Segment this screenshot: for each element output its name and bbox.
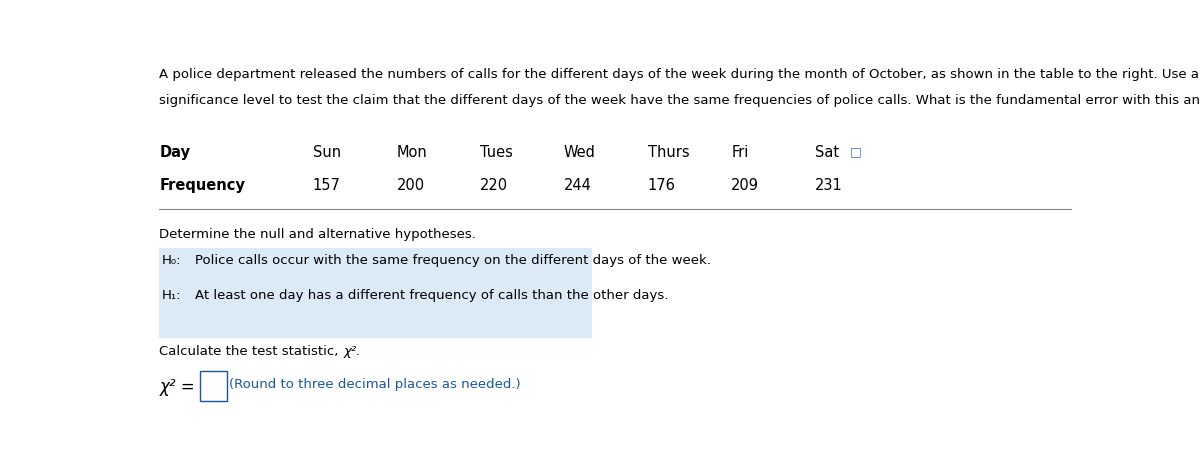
- Text: 157: 157: [313, 178, 341, 193]
- Text: χ².: χ².: [343, 345, 361, 358]
- Text: At least one day has a different frequency of calls than the other days.: At least one day has a different frequen…: [194, 289, 668, 302]
- Text: Thurs: Thurs: [648, 145, 689, 160]
- Text: Mon: Mon: [396, 145, 427, 160]
- Text: Calculate the test statistic,: Calculate the test statistic,: [160, 345, 343, 358]
- Text: 244: 244: [564, 178, 592, 193]
- Text: H₁:: H₁:: [162, 289, 181, 302]
- Text: Frequency: Frequency: [160, 178, 245, 193]
- Text: 200: 200: [396, 178, 425, 193]
- Text: 220: 220: [480, 178, 509, 193]
- Text: 176: 176: [648, 178, 676, 193]
- Text: Police calls occur with the same frequency on the different days of the week.: Police calls occur with the same frequen…: [194, 254, 710, 268]
- Text: significance level to test the claim that the different days of the week have th: significance level to test the claim tha…: [160, 94, 1200, 107]
- Text: Day: Day: [160, 145, 191, 160]
- Text: Sun: Sun: [313, 145, 341, 160]
- Text: H₀:: H₀:: [162, 254, 181, 268]
- Text: 231: 231: [815, 178, 842, 193]
- FancyBboxPatch shape: [200, 371, 227, 401]
- Text: Determine the null and alternative hypotheses.: Determine the null and alternative hypot…: [160, 228, 476, 240]
- Text: 209: 209: [731, 178, 760, 193]
- Text: □: □: [851, 145, 862, 158]
- Text: A police department released the numbers of calls for the different days of the : A police department released the numbers…: [160, 68, 1200, 81]
- Text: Tues: Tues: [480, 145, 514, 160]
- Text: Fri: Fri: [731, 145, 749, 160]
- Text: (Round to three decimal places as needed.): (Round to three decimal places as needed…: [229, 378, 521, 391]
- Text: χ² =: χ² =: [160, 378, 194, 396]
- Text: Wed: Wed: [564, 145, 595, 160]
- Text: Sat: Sat: [815, 145, 839, 160]
- FancyBboxPatch shape: [160, 248, 592, 337]
